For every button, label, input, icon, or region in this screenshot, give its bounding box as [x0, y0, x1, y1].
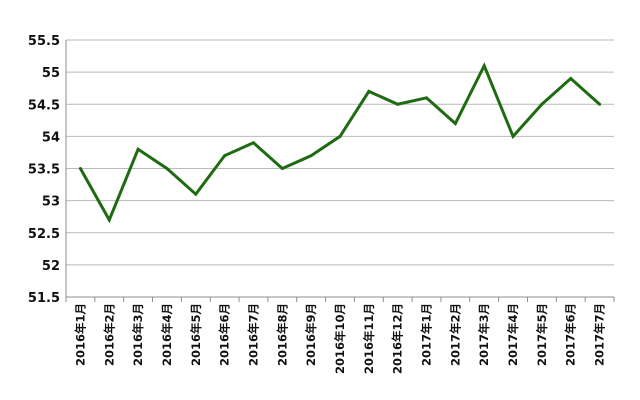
data-point	[107, 218, 111, 222]
x-tick-label: 2017年6月	[564, 303, 578, 366]
x-tick-label: 2016年12月	[391, 303, 405, 374]
data-point	[425, 96, 429, 100]
x-tick-label: 2017年7月	[593, 303, 607, 366]
data-point	[367, 89, 371, 93]
data-point	[165, 167, 169, 170]
data-point	[540, 102, 544, 106]
x-tick-label: 2016年11月	[362, 303, 376, 374]
x-tick-label: 2017年4月	[506, 303, 520, 366]
data-point	[280, 167, 284, 170]
data-point	[309, 154, 313, 158]
x-tick-label: 2016年4月	[160, 303, 174, 366]
y-tick-label: 51.5	[28, 291, 60, 306]
x-tick-label: 2016年8月	[275, 303, 289, 366]
y-tick-label: 52.5	[28, 227, 60, 242]
x-tick-label: 2016年10月	[333, 303, 347, 374]
x-tick-label: 2017年5月	[535, 303, 549, 366]
y-tick-label: 55	[42, 66, 60, 81]
x-tick-label: 2016年1月	[73, 303, 87, 366]
data-point	[396, 102, 400, 106]
x-tick-label: 2017年3月	[477, 303, 491, 366]
data-point	[569, 77, 573, 81]
y-tick-label: 54	[42, 130, 60, 145]
y-tick-label: 53.5	[28, 163, 60, 178]
series-line	[79, 62, 601, 224]
y-tick-label: 54.5	[28, 98, 60, 113]
y-tick-label: 53	[42, 195, 60, 210]
x-tick-label: 2016年6月	[218, 303, 232, 366]
data-point	[251, 141, 255, 145]
x-tick-label: 2016年9月	[304, 303, 318, 366]
data-point	[511, 134, 515, 138]
data-point	[453, 122, 457, 126]
x-tick-label: 2016年7月	[246, 303, 260, 366]
x-tick-label: 2016年3月	[131, 303, 145, 366]
y-axis: 51.5 52 52.5 53 53.5 54 54.5 55 55.5	[28, 34, 67, 306]
x-tick-label: 2016年5月	[189, 303, 203, 366]
data-point	[482, 64, 486, 68]
y-tick-label: 52	[42, 259, 60, 274]
data-point	[194, 192, 198, 196]
data-point	[338, 134, 342, 138]
series-layer	[78, 62, 602, 224]
data-point	[598, 102, 602, 106]
data-point	[136, 147, 140, 151]
x-axis: 2016年1月 2016年2月 2016年3月 2016年4月 2016年5月 2016年…	[65, 296, 615, 374]
gridlines	[66, 39, 614, 266]
y-tick-label: 55.5	[28, 34, 60, 49]
x-tick-label: 2017年1月	[420, 303, 434, 366]
data-point	[223, 154, 227, 158]
data-point	[78, 167, 82, 170]
x-tick-label: 2017年2月	[448, 303, 462, 366]
x-tick-label: 2016年2月	[102, 303, 116, 366]
